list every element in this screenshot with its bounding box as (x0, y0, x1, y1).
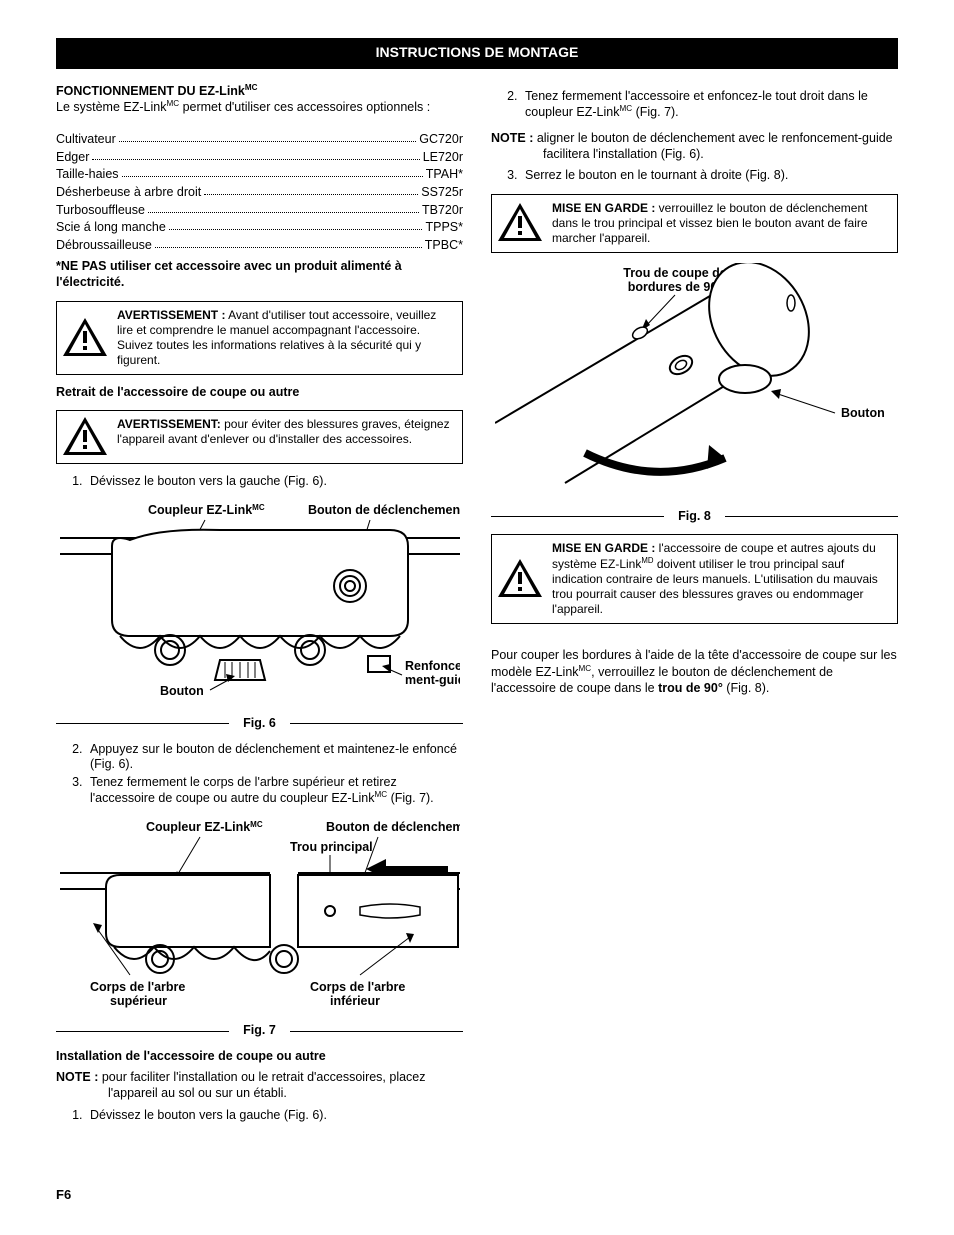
steps-right-a: Tenez fermement l'accessoire et enfoncez… (491, 89, 898, 121)
page-number: F6 (56, 1187, 71, 1203)
closing-paragraph: Pour couper les bordures à l'aide de la … (491, 648, 898, 696)
fig6-release-label: Bouton de déclenchement (308, 503, 460, 517)
steps-right-b: Serrez le bouton en le tournant à droite… (491, 168, 898, 184)
note-right: NOTE : aligner le bouton de déclenchemen… (491, 131, 898, 162)
section-banner: INSTRUCTIONS DE MONTAGE (56, 38, 898, 69)
fig6-caption: Fig. 6 (56, 716, 463, 732)
warning-icon (492, 535, 548, 623)
warning-box-1: AVERTISSEMENT : Avant d'utiliser tout ac… (56, 301, 463, 375)
steps-retrait-2: Appuyez sur le bouton de déclenchement e… (56, 742, 463, 808)
intro-text: Le système EZ-LinkMC permet d'utiliser c… (56, 99, 463, 116)
accessory-row: CultivateurGC720r (56, 132, 463, 148)
fig7-upper-label: Corps de l'arbresupérieur (90, 980, 185, 1008)
figure-7: Coupleur EZ-LinkMC Bouton de déclencheme… (56, 817, 463, 1017)
fig7-coupler-label: Coupleur EZ-LinkMC (146, 820, 263, 834)
caution-box-1: MISE EN GARDE : verrouillez le bouton de… (491, 194, 898, 253)
caution-box-2: MISE EN GARDE : l'accessoire de coupe et… (491, 534, 898, 624)
accessory-row: TurbosouffleuseTB720r (56, 203, 463, 219)
footnote: *NE PAS utiliser cet accessoire avec un … (56, 259, 463, 290)
right-column: Tenez fermement l'accessoire et enfoncez… (491, 83, 898, 1134)
warning-box-2: AVERTISSEMENT: pour éviter des blessures… (56, 410, 463, 464)
steps-installation: Dévissez le bouton vers la gauche (Fig. … (56, 1108, 463, 1124)
fig8-caption: Fig. 8 (491, 509, 898, 525)
warning-icon (492, 195, 548, 252)
fig7-caption: Fig. 7 (56, 1023, 463, 1039)
accessory-list: CultivateurGC720r EdgerLE720rTaille-haies… (56, 132, 463, 253)
fig7-lower-label: Corps de l'arbreinférieur (310, 980, 405, 1008)
fig6-guide-label: Renfonce-ment-guide (405, 659, 460, 687)
figure-6: Coupleur EZ-LinkMC Bouton de déclencheme… (56, 500, 463, 710)
figure-8: Trou de coupe debordures de 90° (491, 263, 898, 503)
fig8-knob-label: Bouton (841, 406, 885, 420)
fig6-knob-label: Bouton (160, 684, 204, 698)
warning-icon (57, 302, 113, 374)
warning-icon (57, 411, 113, 463)
accessory-row: Scie á long mancheTPPS* (56, 220, 463, 236)
note-installation: NOTE : pour faciliter l'installation ou … (56, 1070, 463, 1101)
steps-retrait: Dévissez le bouton vers la gauche (Fig. … (56, 474, 463, 490)
accessory-row: Taille-haiesTPAH* (56, 167, 463, 183)
heading-installation: Installation de l'accessoire de coupe ou… (56, 1049, 463, 1065)
left-column: FONCTIONNEMENT DU EZ-LinkMC Le système E… (56, 83, 463, 1134)
accessory-row: EdgerLE720r (56, 150, 463, 166)
accessory-row: Désherbeuse à arbre droitSS725r (56, 185, 463, 201)
fig7-release-label: Bouton de déclenchement (326, 820, 460, 834)
heading-fonctionnement: FONCTIONNEMENT DU EZ-LinkMC (56, 83, 463, 100)
accessory-row: DébroussailleuseTPBC* (56, 238, 463, 254)
fig7-mainhole-label: Trou principal (290, 840, 373, 854)
fig6-coupler-label: Coupleur EZ-LinkMC (148, 503, 265, 517)
heading-retrait: Retrait de l'accessoire de coupe ou autr… (56, 385, 463, 401)
